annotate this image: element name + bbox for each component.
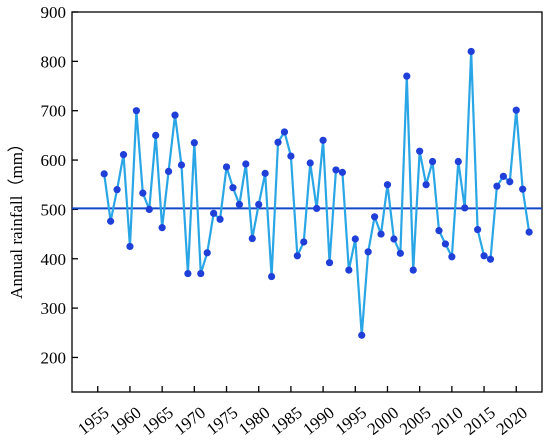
data-point (293, 252, 301, 260)
x-tick-label: 1955 (74, 403, 112, 439)
data-point (313, 204, 321, 213)
data-point (203, 249, 211, 257)
data-point (145, 205, 153, 214)
data-point (164, 167, 173, 176)
data-point (435, 227, 443, 235)
data-point (332, 166, 340, 174)
data-point (287, 152, 295, 160)
data-point (126, 242, 134, 251)
data-point (197, 269, 205, 278)
data-point (345, 266, 353, 274)
y-tick-label: 600 (41, 151, 67, 170)
series-line (103, 51, 531, 336)
data-point (242, 160, 250, 168)
data-point (139, 189, 147, 197)
x-tick-label: 2010 (428, 403, 466, 439)
x-tick-label: 1965 (138, 403, 176, 439)
data-point (210, 209, 218, 217)
data-point (474, 226, 482, 234)
data-point (306, 159, 314, 167)
data-point (274, 138, 282, 146)
data-point (119, 151, 128, 159)
data-point (358, 331, 366, 339)
x-tick-label: 2005 (396, 403, 434, 439)
x-tick-label: 1970 (171, 403, 209, 439)
data-point (184, 269, 192, 278)
data-point (448, 253, 456, 261)
x-tick-label: 1990 (299, 403, 337, 439)
y-tick-label: 900 (41, 3, 67, 22)
data-point (371, 213, 379, 221)
series-group (100, 47, 533, 339)
data-point (512, 106, 520, 114)
x-tick-label: 1960 (106, 403, 144, 439)
y-tick-label: 800 (41, 52, 67, 71)
x-tick-label: 2000 (364, 403, 402, 439)
y-axis: 200 300 400 500 600 700 800 900 (41, 3, 78, 367)
data-point (261, 169, 269, 177)
data-point (364, 248, 372, 256)
data-point (467, 47, 475, 56)
data-point (486, 255, 495, 263)
data-point (190, 139, 198, 147)
data-point (351, 235, 359, 243)
data-point (461, 204, 469, 212)
data-point (480, 252, 488, 260)
data-point (403, 72, 411, 80)
data-point (338, 168, 347, 176)
data-point (248, 234, 256, 243)
data-point (422, 181, 430, 189)
data-point (377, 230, 385, 238)
data-point (255, 200, 263, 209)
y-tick-label: 400 (41, 250, 67, 269)
y-tick-label: 200 (41, 348, 67, 367)
data-point (441, 240, 450, 248)
data-point (235, 200, 243, 209)
data-point (525, 228, 533, 236)
plot-frame (71, 11, 543, 393)
data-point (319, 136, 327, 144)
data-point (132, 107, 140, 115)
data-point (499, 172, 507, 180)
data-point (390, 235, 398, 243)
x-tick-label: 2015 (460, 403, 498, 439)
data-point (300, 238, 308, 246)
data-point (396, 249, 404, 257)
y-tick-label: 700 (41, 102, 67, 121)
x-tick-label: 1995 (332, 403, 370, 439)
data-point (280, 128, 289, 136)
data-point (428, 157, 437, 166)
data-point (171, 111, 179, 119)
data-point (409, 266, 417, 274)
y-axis-title: Annual rainfall（mm） (7, 135, 26, 299)
data-point (454, 157, 462, 166)
x-tick-label: 1980 (235, 403, 273, 439)
x-tick-label: 1975 (203, 403, 241, 439)
x-tick-label: 1985 (267, 403, 305, 439)
data-point (267, 272, 276, 281)
y-tick-label: 300 (41, 299, 67, 318)
data-point (107, 217, 115, 225)
plot-border (71, 11, 543, 393)
data-point (100, 170, 108, 178)
data-point (222, 163, 231, 171)
data-point (216, 215, 224, 223)
data-point (158, 224, 166, 232)
x-axis: 1955196019651970197519801985199019952000… (74, 386, 531, 439)
data-point (325, 259, 334, 267)
x-tick-label: 2020 (493, 403, 531, 439)
data-point (519, 185, 527, 193)
data-point (383, 181, 392, 189)
y-tick-label: 500 (41, 200, 67, 219)
data-point (177, 161, 186, 169)
data-point (113, 186, 121, 194)
data-point (152, 131, 160, 139)
data-point (506, 178, 514, 186)
data-point (493, 182, 501, 190)
data-point (229, 184, 237, 192)
data-point (416, 147, 424, 155)
